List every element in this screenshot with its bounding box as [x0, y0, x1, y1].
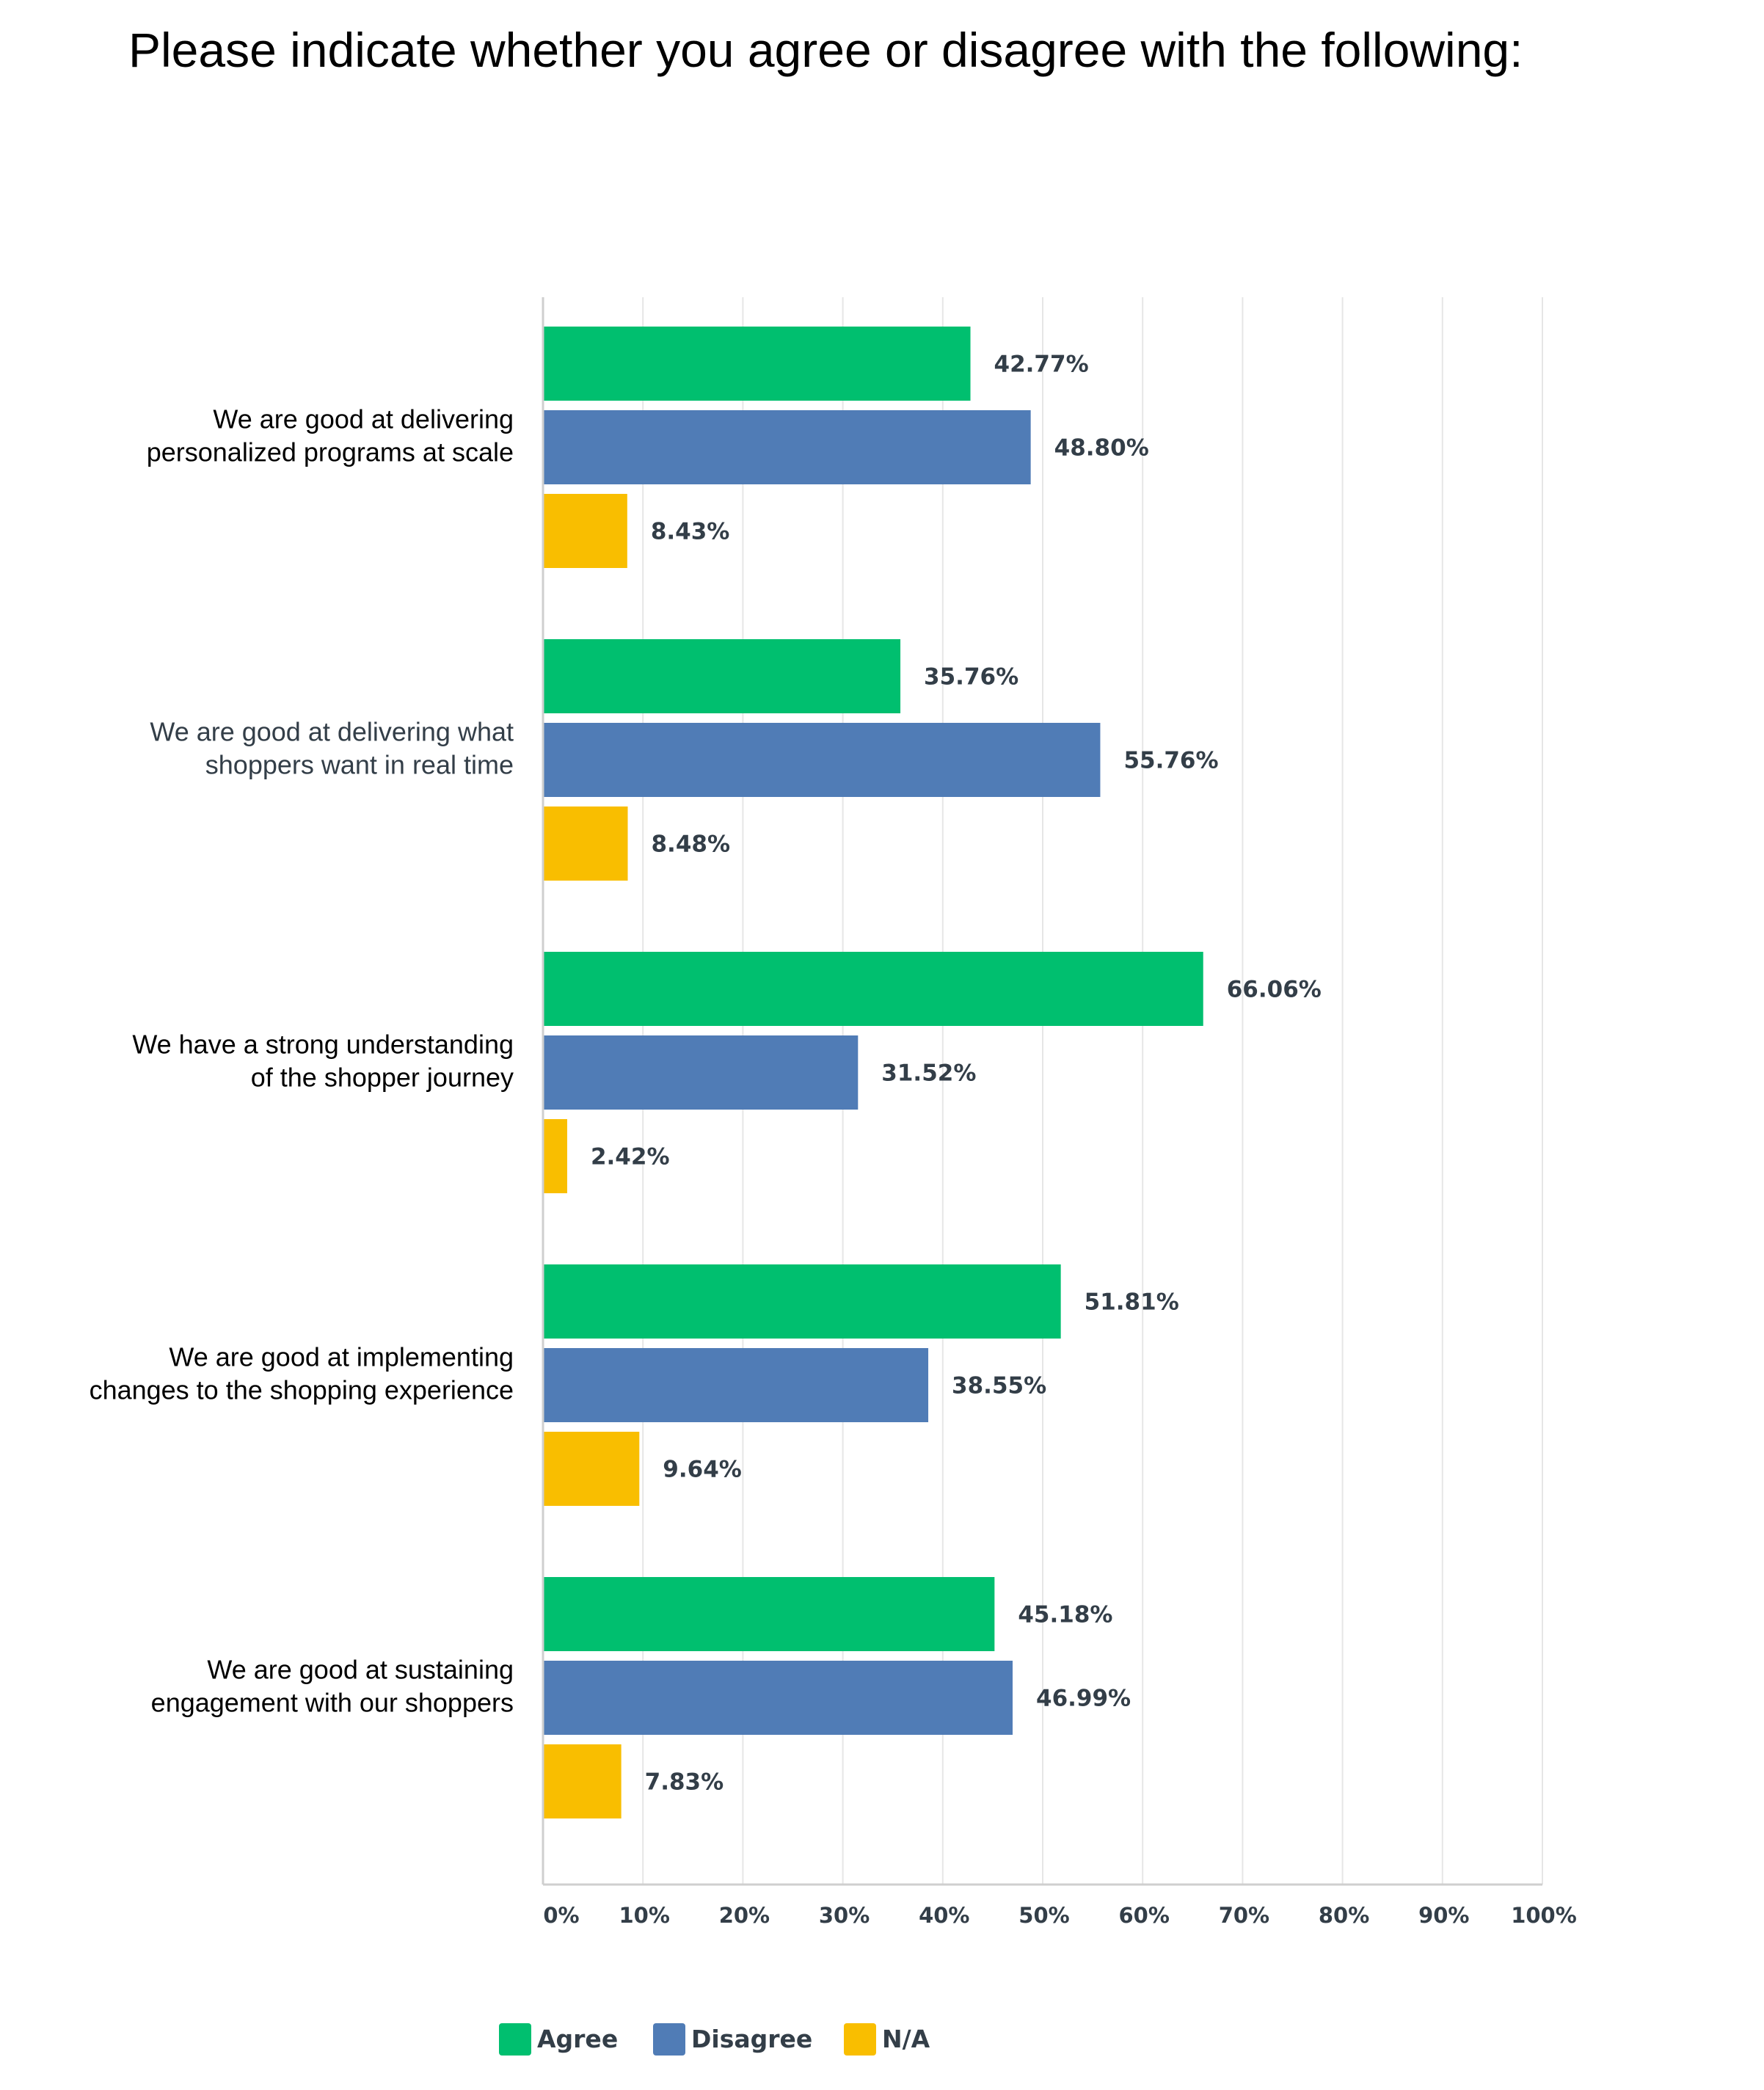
data-label: 46.99%	[1036, 1686, 1131, 1712]
category-label: of the shopper journey	[251, 1063, 514, 1093]
legend-label: Disagree	[691, 2025, 812, 2053]
category-label: We are good at sustaining	[207, 1655, 514, 1685]
data-label: 9.64%	[663, 1457, 742, 1483]
x-tick-label: 40%	[919, 1903, 969, 1928]
axes: 0% 10% 20% 30% 40% 50% 60% 70% 80% 90% 100%	[542, 297, 1577, 1928]
data-label: 45.18%	[1018, 1602, 1112, 1628]
category-label: engagement with our shoppers	[151, 1688, 514, 1718]
bars	[544, 327, 1203, 1818]
category-label: We have a strong understanding	[132, 1030, 514, 1060]
x-tick-label: 0%	[543, 1903, 579, 1928]
legend-swatch	[499, 2023, 531, 2056]
x-tick-label: 70%	[1219, 1903, 1269, 1928]
category-label: We are good at delivering	[213, 404, 514, 434]
bar	[544, 1661, 1013, 1735]
bar	[544, 1577, 995, 1651]
data-label: 8.43%	[651, 519, 730, 545]
data-label: 31.52%	[881, 1060, 976, 1087]
x-tick-label: 10%	[619, 1903, 669, 1928]
bar	[544, 1432, 640, 1506]
data-label: 55.76%	[1123, 748, 1218, 774]
bar	[544, 410, 1031, 484]
bar	[544, 1348, 929, 1422]
legend-label: Agree	[537, 2025, 618, 2053]
data-label: 2.42%	[591, 1144, 670, 1170]
x-tick-label: 30%	[819, 1903, 870, 1928]
legend: Agree Disagree N/A	[499, 2023, 930, 2056]
category-label: We are good at delivering what	[150, 717, 514, 747]
x-tick-label: 20%	[719, 1903, 770, 1928]
category-label: changes to the shopping experience	[90, 1375, 514, 1405]
legend-swatch	[844, 2023, 876, 2056]
bar	[544, 1264, 1061, 1339]
data-label: 38.55%	[952, 1373, 1046, 1399]
category-label: shoppers want in real time	[205, 750, 514, 780]
category-label: We are good at implementing	[169, 1342, 514, 1372]
data-label: 51.81%	[1085, 1289, 1179, 1316]
category-label: personalized programs at scale	[147, 437, 514, 467]
data-label: 8.48%	[651, 831, 730, 858]
bar	[544, 723, 1101, 797]
legend-label: N/A	[882, 2025, 930, 2053]
bar	[544, 1035, 859, 1110]
x-tick-label: 90%	[1418, 1903, 1469, 1928]
x-tick-label: 50%	[1018, 1903, 1069, 1928]
x-tick-label: 60%	[1118, 1903, 1169, 1928]
data-label: 7.83%	[645, 1769, 724, 1796]
labels: 42.77% 48.80% 8.43% We are good at deliveri…	[90, 352, 1322, 1796]
x-tick-label: 100%	[1511, 1903, 1577, 1928]
data-label: 66.06%	[1227, 977, 1322, 1003]
bar	[544, 806, 628, 881]
bar	[544, 327, 971, 401]
bar	[544, 494, 627, 568]
chart-title: Please indicate whether you agree or dis…	[128, 23, 1523, 77]
bar	[544, 1744, 622, 1818]
data-label: 35.76%	[924, 664, 1018, 691]
bar	[544, 1119, 567, 1193]
bar	[544, 639, 901, 713]
data-label: 48.80%	[1054, 435, 1149, 462]
data-label: 42.77%	[994, 352, 1089, 378]
legend-swatch	[653, 2023, 685, 2056]
x-tick-label: 80%	[1319, 1903, 1369, 1928]
bar	[544, 952, 1203, 1026]
